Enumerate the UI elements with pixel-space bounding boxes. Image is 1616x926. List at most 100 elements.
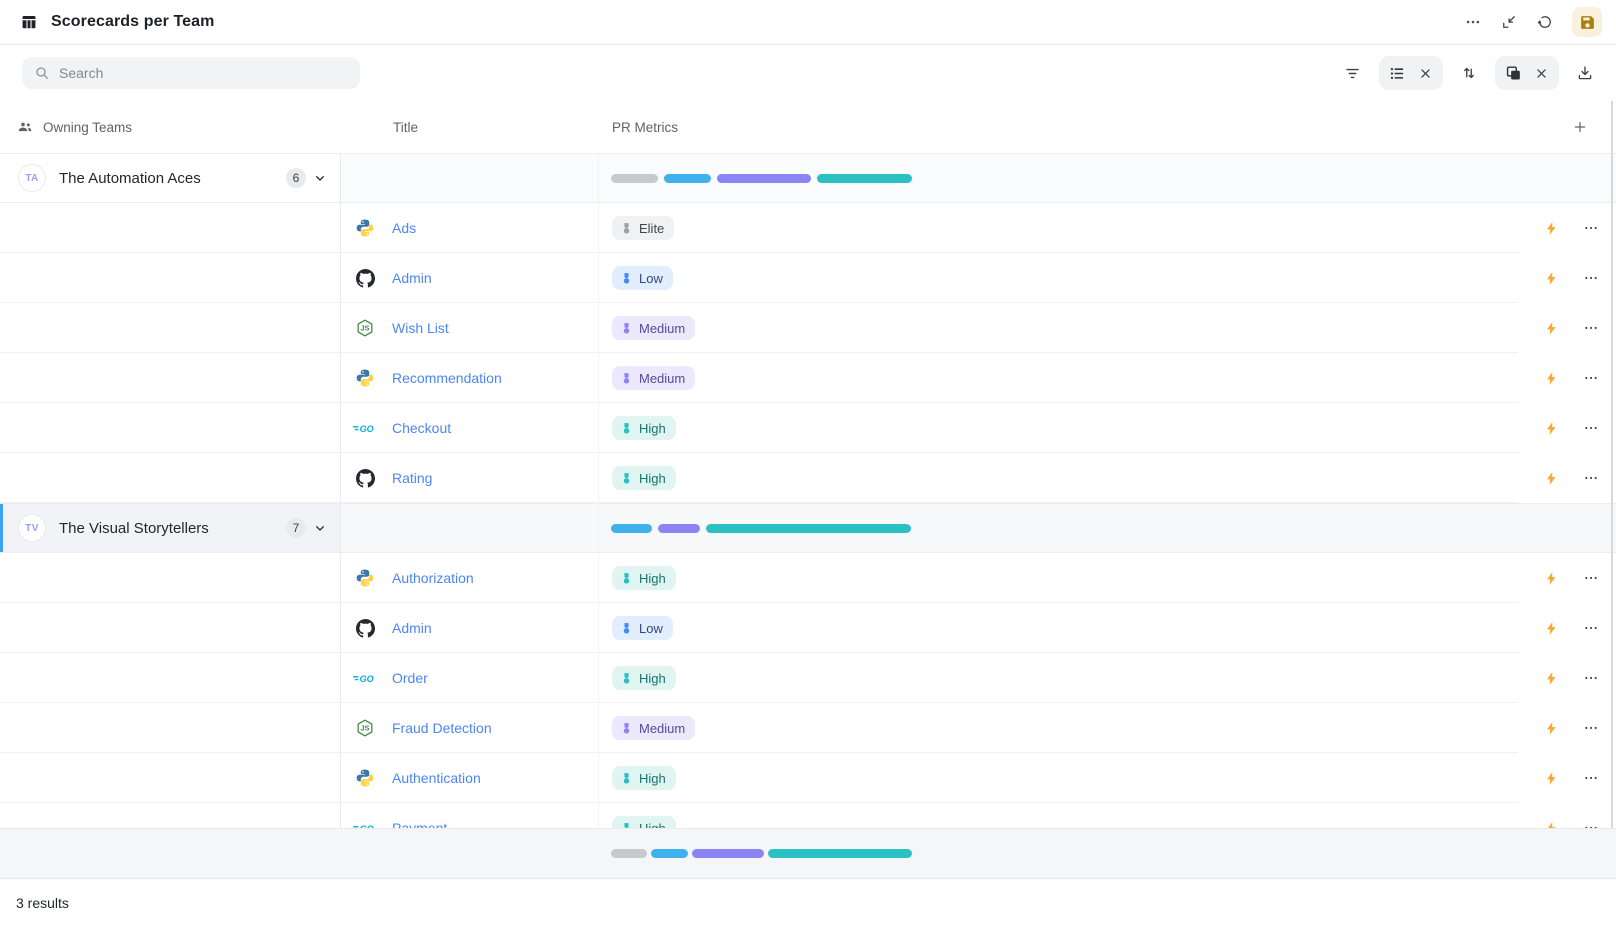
scorecard-title-link[interactable]: Fraud Detection (392, 720, 492, 736)
reset-view-button[interactable] (1536, 13, 1554, 31)
medal-icon (620, 572, 633, 585)
row-menu-button[interactable] (1583, 620, 1599, 636)
badge-label: Elite (639, 220, 665, 236)
scorecard-title-link[interactable]: Recommendation (392, 370, 502, 386)
medal-icon (620, 322, 633, 335)
row-menu-button[interactable] (1583, 370, 1599, 386)
chevron-down-icon[interactable] (312, 520, 328, 536)
scorecard-title-link[interactable]: Admin (392, 270, 432, 286)
team-group-row[interactable]: TA The Automation Aces 6 (0, 153, 1616, 203)
collapse-view-button[interactable] (1500, 13, 1518, 31)
pr-metrics-cell: Medium (598, 366, 1518, 390)
row-actions (1518, 220, 1616, 236)
lightning-action-button[interactable] (1544, 671, 1559, 686)
row-menu-button[interactable] (1583, 220, 1599, 236)
lightning-action-button[interactable] (1544, 471, 1559, 486)
pr-metrics-badge: High (612, 466, 676, 490)
toolbar (0, 45, 1616, 101)
scorecard-title-link[interactable]: Rating (392, 470, 433, 486)
scorecard-row: JS Wish List Medium (0, 303, 1616, 353)
row-menu-button[interactable] (1583, 320, 1599, 336)
pr-metrics-cell: Medium (598, 316, 1518, 340)
row-actions (1518, 570, 1616, 586)
scorecard-title-link[interactable]: Payment (392, 820, 448, 828)
row-menu-button[interactable] (1583, 820, 1599, 828)
row-menu-button[interactable] (1583, 670, 1599, 686)
footer: 3 results (0, 878, 1616, 926)
scorecard-row: GO Checkout High (0, 403, 1616, 453)
badge-label: High (639, 470, 666, 486)
column-owning-teams[interactable]: Owning Teams (43, 119, 133, 135)
row-menu-button[interactable] (1583, 770, 1599, 786)
owning-team-cell (0, 303, 340, 353)
scorecard-title-link[interactable]: Wish List (392, 320, 449, 336)
lightning-action-button[interactable] (1544, 571, 1559, 586)
scorecard-row: Ads Elite (0, 203, 1616, 253)
lightning-action-button[interactable] (1544, 421, 1559, 436)
scorecard-row: Rating High (0, 453, 1616, 503)
badge-label: High (639, 770, 666, 786)
scorecard-title-link[interactable]: Order (392, 670, 428, 686)
pr-metrics-cell: High (598, 416, 1518, 440)
scorecard-title-link[interactable]: Checkout (392, 420, 452, 436)
column-title[interactable]: Title (393, 119, 419, 135)
scorecard-title-link[interactable]: Authentication (392, 770, 481, 786)
pr-metrics-cell: Medium (598, 716, 1518, 740)
lightning-action-button[interactable] (1544, 321, 1559, 336)
list-view-button[interactable] (1388, 64, 1407, 83)
medal-icon (620, 622, 633, 635)
clear-group-button[interactable] (1533, 65, 1550, 82)
bar-segment-purple (658, 523, 700, 533)
row-menu-button[interactable] (1583, 270, 1599, 286)
pr-metrics-summary-bar (611, 523, 911, 533)
pr-metrics-cell: Low (598, 266, 1518, 290)
save-button[interactable] (1572, 7, 1602, 37)
pr-metrics-cell: High (598, 766, 1518, 790)
search-input[interactable] (59, 65, 348, 81)
scrollbar[interactable] (1611, 101, 1613, 828)
pr-metrics-badge: High (612, 416, 676, 440)
clear-view-button[interactable] (1417, 65, 1434, 82)
more-options-button[interactable] (1464, 13, 1482, 31)
title-cell: Rating (340, 468, 598, 488)
download-button[interactable] (1576, 64, 1594, 82)
lightning-action-button[interactable] (1544, 771, 1559, 786)
scorecard-row: Admin Low (0, 253, 1616, 303)
scorecard-title-link[interactable]: Authorization (392, 570, 474, 586)
lightning-action-button[interactable] (1544, 221, 1559, 236)
row-menu-button[interactable] (1583, 470, 1599, 486)
title-cell: Authentication (340, 768, 598, 788)
team-avatar: TV (18, 514, 46, 542)
add-column-button[interactable] (1572, 119, 1588, 135)
lightning-action-button[interactable] (1544, 271, 1559, 286)
filter-button[interactable] (1343, 64, 1362, 83)
row-menu-button[interactable] (1583, 570, 1599, 586)
scorecard-title-link[interactable]: Admin (392, 620, 432, 636)
column-pr-metrics[interactable]: PR Metrics (612, 119, 679, 135)
medal-icon (620, 422, 633, 435)
pr-metrics-badge: High (612, 766, 676, 790)
pr-metrics-badge: Low (612, 616, 673, 640)
owning-team-cell (0, 653, 340, 703)
group-by-pill (1495, 56, 1559, 90)
row-menu-button[interactable] (1583, 420, 1599, 436)
lightning-action-button[interactable] (1544, 721, 1559, 736)
team-name: The Automation Aces (59, 169, 201, 187)
chevron-down-icon[interactable] (312, 170, 328, 186)
team-cell: TV The Visual Storytellers 7 (0, 504, 340, 552)
team-name: The Visual Storytellers (59, 519, 209, 537)
row-menu-button[interactable] (1583, 720, 1599, 736)
svg-text:GO: GO (360, 673, 374, 683)
scorecard-row: Authentication High (0, 753, 1616, 803)
search-box[interactable] (22, 57, 360, 89)
medal-icon (620, 272, 633, 285)
lightning-action-button[interactable] (1544, 371, 1559, 386)
sort-button[interactable] (1460, 64, 1478, 82)
lightning-action-button[interactable] (1544, 621, 1559, 636)
scorecard-title-link[interactable]: Ads (392, 220, 417, 236)
pr-metrics-cell: High (598, 816, 1518, 828)
go-icon: GO (353, 672, 377, 685)
team-group-row[interactable]: TV The Visual Storytellers 7 (0, 503, 1616, 553)
lightning-action-button[interactable] (1544, 821, 1559, 828)
group-by-button[interactable] (1504, 64, 1523, 83)
